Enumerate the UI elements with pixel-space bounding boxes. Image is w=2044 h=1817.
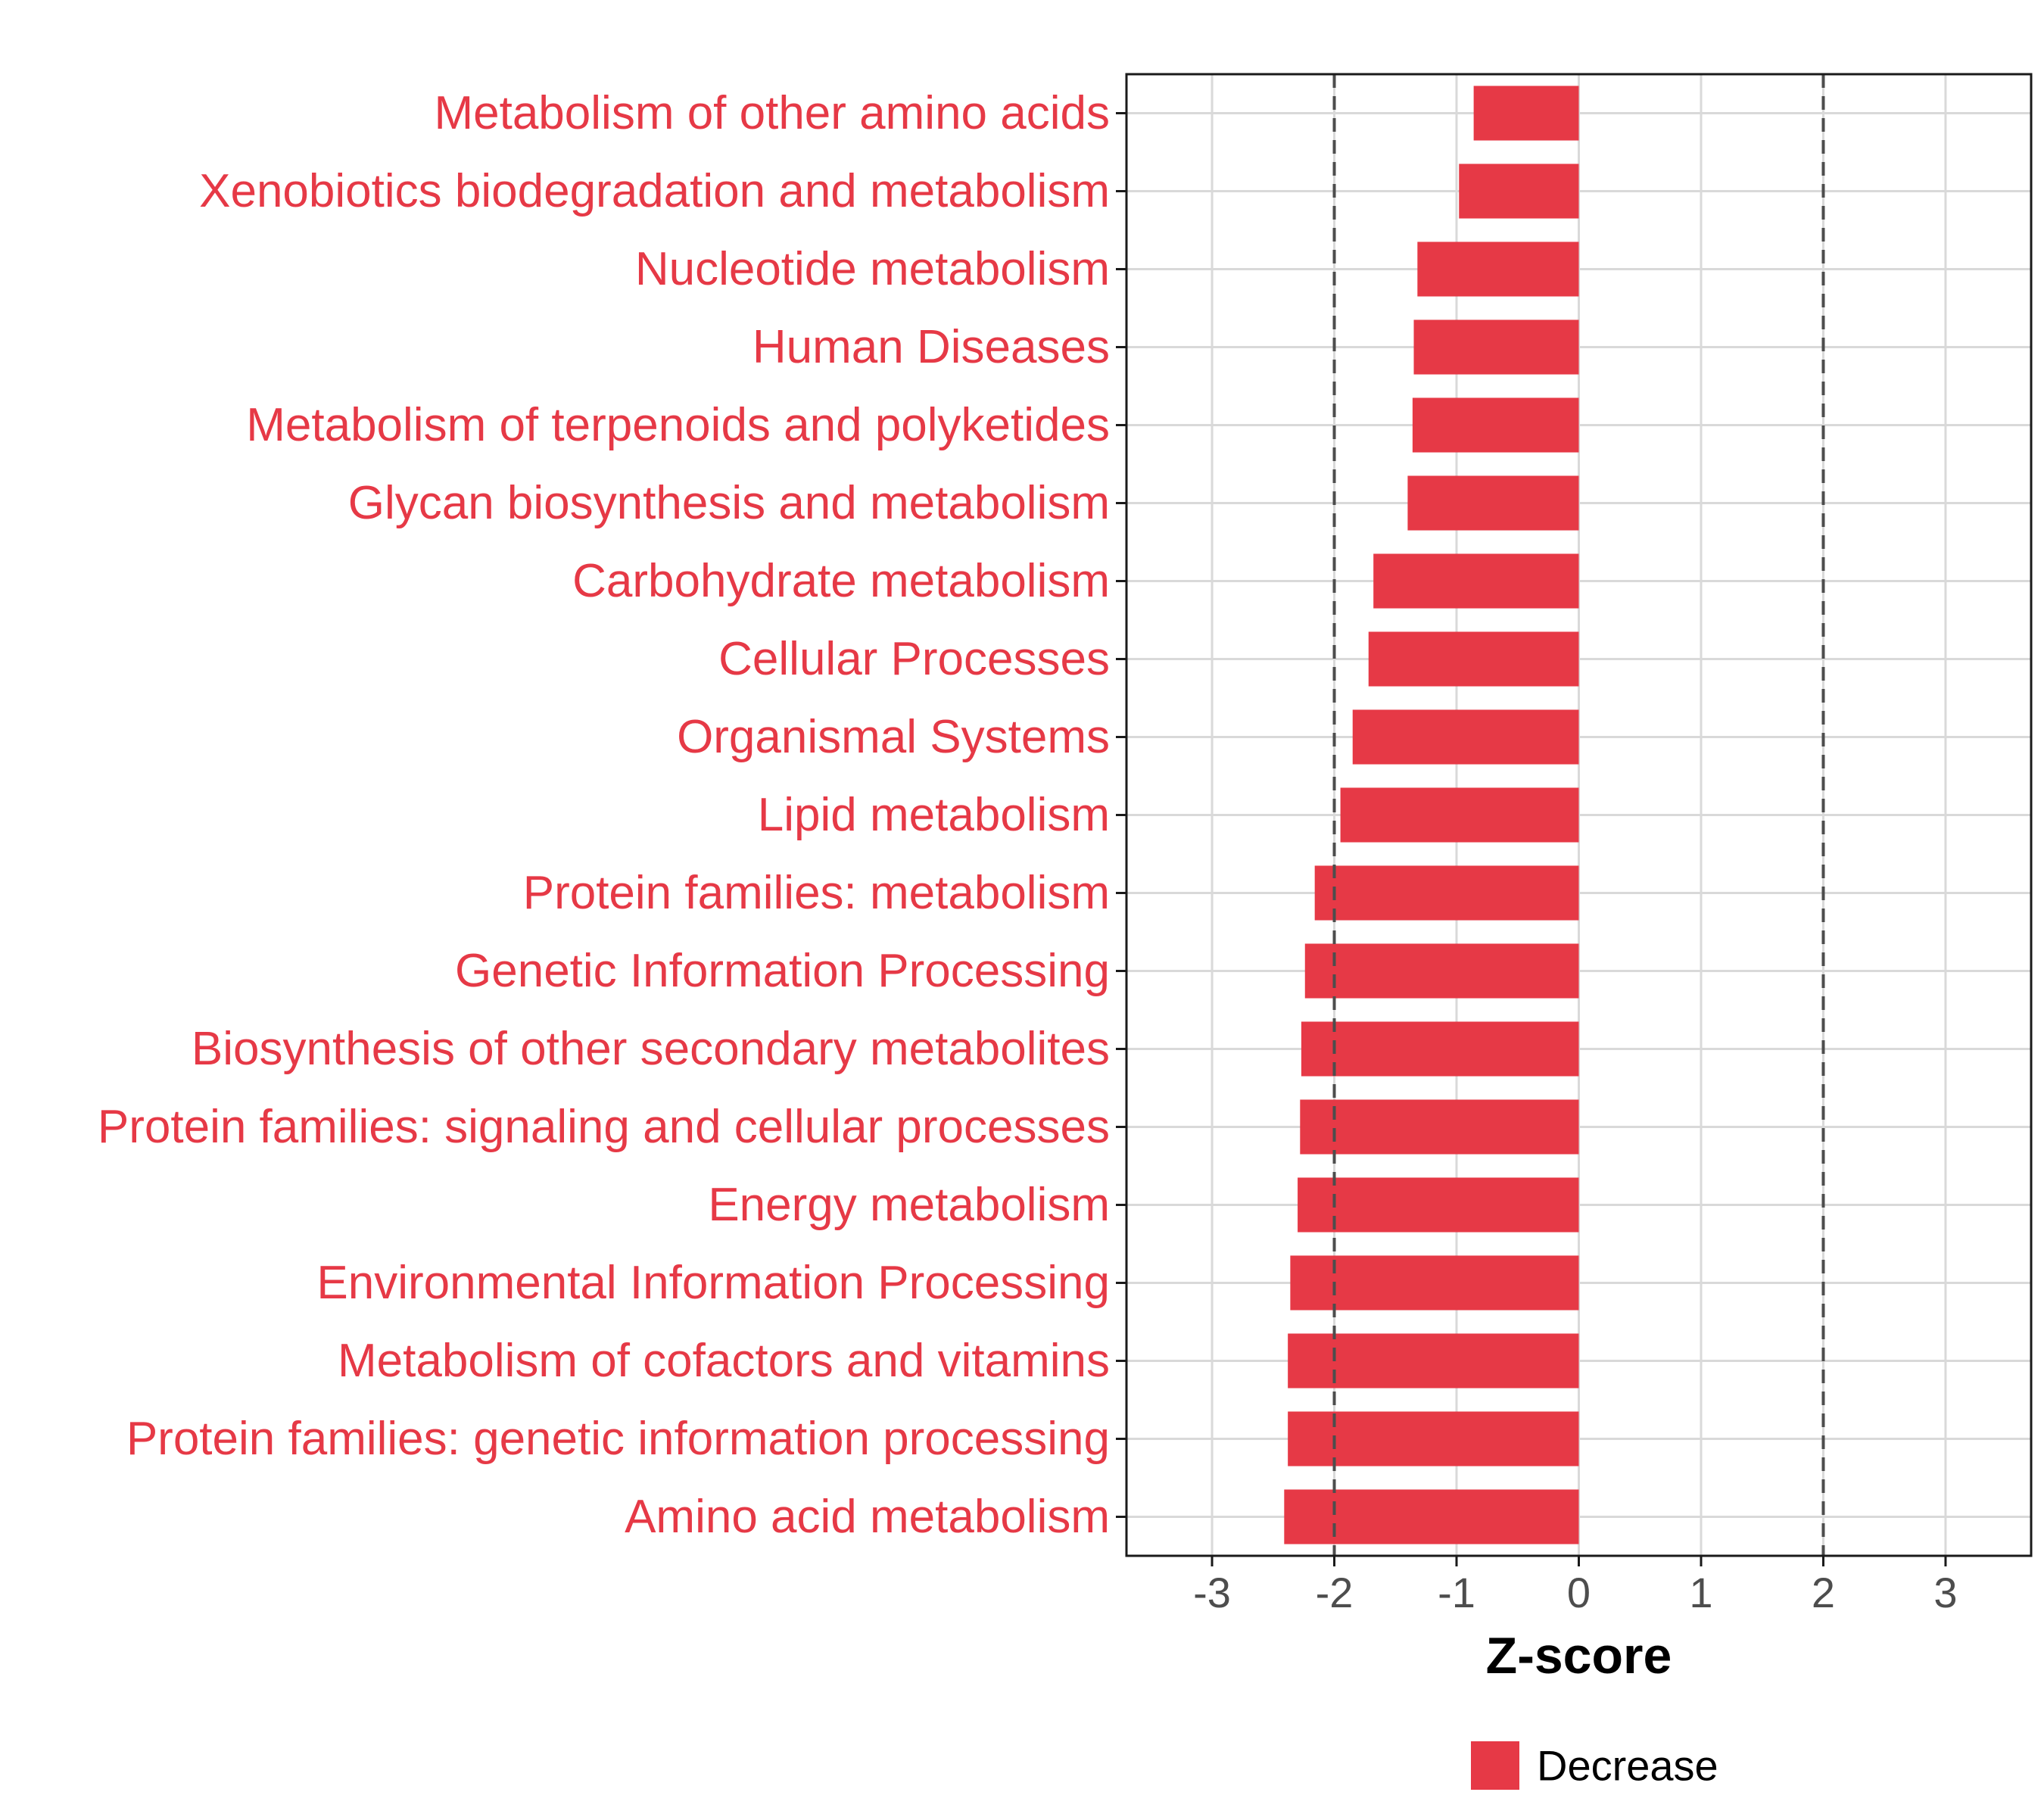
bar bbox=[1304, 943, 1579, 999]
category-label: Cellular Processes bbox=[718, 633, 1110, 685]
x-tick-label: 3 bbox=[1933, 1569, 1957, 1616]
category-label: Genetic Information Processing bbox=[455, 945, 1110, 997]
x-tick-label: 1 bbox=[1689, 1569, 1712, 1616]
category-labels: Metabolism of other amino acids Xenobioti… bbox=[98, 87, 1110, 1543]
category-label: Environmental Information Processing bbox=[316, 1257, 1110, 1309]
x-axis-title: Z-score bbox=[1486, 1627, 1672, 1685]
bar bbox=[1290, 1255, 1579, 1311]
bars bbox=[1284, 86, 1579, 1544]
bar bbox=[1417, 242, 1579, 297]
category-label: Organismal Systems bbox=[677, 711, 1110, 763]
category-label: Metabolism of other amino acids bbox=[434, 87, 1110, 139]
bar bbox=[1284, 1489, 1579, 1544]
category-label: Carbohydrate metabolism bbox=[572, 555, 1110, 607]
x-tick-label: -1 bbox=[1438, 1569, 1475, 1616]
bar bbox=[1288, 1333, 1579, 1388]
x-tick-label: -2 bbox=[1316, 1569, 1354, 1616]
legend-label-decrease: Decrease bbox=[1537, 1742, 1718, 1790]
reference-lines bbox=[1332, 74, 1825, 1556]
bar bbox=[1473, 86, 1579, 141]
bar bbox=[1412, 397, 1579, 453]
category-label: Xenobiotics biodegradation and metabolis… bbox=[199, 165, 1110, 217]
bar bbox=[1368, 631, 1579, 687]
category-label: Energy metabolism bbox=[708, 1179, 1110, 1231]
bar bbox=[1459, 164, 1579, 219]
bar bbox=[1407, 475, 1579, 531]
bar bbox=[1288, 1411, 1579, 1466]
category-label: Metabolism of cofactors and vitamins bbox=[338, 1335, 1110, 1387]
bar bbox=[1413, 319, 1579, 375]
category-label: Glycan biosynthesis and metabolism bbox=[348, 477, 1110, 529]
category-label: Human Diseases bbox=[752, 321, 1110, 373]
legend: Decrease bbox=[1471, 1741, 1718, 1790]
category-label: Metabolism of terpenoids and polyketides bbox=[246, 399, 1110, 451]
bar bbox=[1301, 1021, 1579, 1077]
category-label: Protein families: signaling and cellular… bbox=[98, 1101, 1110, 1153]
category-label: Protein families: genetic information pr… bbox=[126, 1413, 1110, 1465]
bar bbox=[1300, 1099, 1579, 1155]
y-axis-ticks bbox=[1116, 112, 1126, 1518]
category-label: Biosynthesis of other secondary metaboli… bbox=[192, 1023, 1110, 1075]
x-tick-label: 2 bbox=[1812, 1569, 1835, 1616]
bar bbox=[1340, 787, 1579, 843]
category-label: Protein families: metabolism bbox=[523, 867, 1110, 919]
x-axis-ticks: -3 -2 -1 0 1 2 3 bbox=[1193, 1556, 1958, 1616]
legend-swatch bbox=[1471, 1741, 1519, 1790]
category-label: Amino acid metabolism bbox=[625, 1491, 1110, 1543]
bar bbox=[1352, 709, 1579, 765]
bar bbox=[1314, 865, 1579, 921]
category-label: Lipid metabolism bbox=[758, 789, 1110, 841]
x-tick-label: 0 bbox=[1567, 1569, 1591, 1616]
category-label: Nucleotide metabolism bbox=[635, 243, 1110, 295]
bar bbox=[1373, 553, 1579, 609]
bar bbox=[1298, 1177, 1579, 1233]
x-tick-label: -3 bbox=[1193, 1569, 1231, 1616]
